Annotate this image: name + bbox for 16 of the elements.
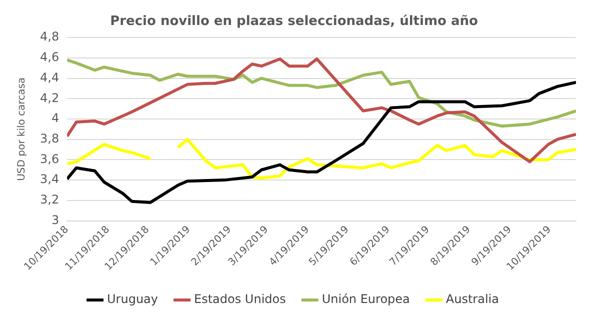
y-tick-label: 3,2 [40,192,60,207]
y-tick-label: 3,6 [40,152,60,166]
legend-label: Uruguay [107,292,158,306]
y-tick-label: 4 [51,111,60,126]
legend-label: Australia [446,292,499,306]
y-tick-label: 3,8 [40,131,60,146]
legend-label: Unión Europea [322,292,410,306]
legend-label: Estados Unidos [194,292,286,306]
y-tick-label: 3,4 [40,172,60,186]
y-tick-label: 4,2 [40,90,60,105]
y-tick-label: 4,4 [40,70,60,84]
y-tick-label: 4,8 [40,30,60,44]
y-tick-label: 4,6 [40,50,60,64]
y-tick-label: 3 [51,212,60,227]
y-axis-title: USD por kilo carcasa [16,77,28,181]
chart-title: Precio novillo en plazas seleccionadas, último año [110,14,478,30]
